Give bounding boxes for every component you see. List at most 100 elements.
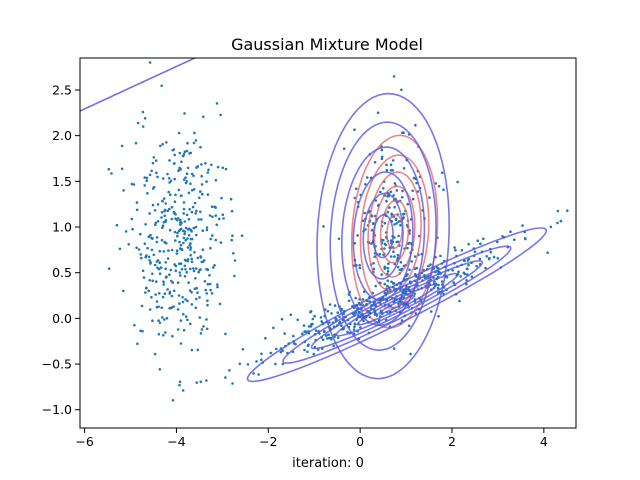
data-point bbox=[205, 267, 208, 271]
data-point bbox=[204, 162, 207, 165]
data-point bbox=[269, 351, 273, 355]
data-point bbox=[144, 291, 147, 294]
data-point bbox=[386, 279, 390, 283]
data-point bbox=[323, 330, 326, 334]
x-axis: −6 −4 −2 0 2 4 bbox=[75, 428, 548, 449]
data-point bbox=[211, 215, 214, 218]
data-point bbox=[397, 234, 400, 238]
data-point bbox=[143, 242, 147, 245]
data-point bbox=[213, 264, 216, 267]
data-point bbox=[184, 176, 187, 179]
component-contour bbox=[350, 134, 439, 329]
data-point bbox=[168, 181, 171, 184]
data-point bbox=[186, 228, 190, 231]
data-point bbox=[140, 304, 144, 308]
data-point bbox=[213, 205, 216, 209]
data-point bbox=[365, 176, 369, 179]
data-point bbox=[496, 240, 499, 244]
data-point bbox=[107, 167, 111, 171]
data-point bbox=[166, 288, 169, 291]
data-point bbox=[397, 302, 400, 306]
data-point bbox=[158, 368, 162, 371]
data-point bbox=[462, 271, 466, 275]
data-point bbox=[386, 210, 390, 214]
data-point bbox=[336, 336, 340, 340]
data-point bbox=[118, 247, 122, 251]
data-point bbox=[172, 305, 175, 308]
data-point bbox=[148, 279, 152, 282]
data-point bbox=[181, 296, 184, 299]
data-point bbox=[230, 209, 234, 213]
data-point bbox=[189, 242, 192, 245]
data-point bbox=[373, 255, 377, 258]
data-point bbox=[168, 459, 171, 462]
data-point bbox=[155, 280, 158, 283]
data-point bbox=[319, 316, 323, 319]
data-point bbox=[200, 174, 203, 178]
data-point bbox=[178, 380, 182, 384]
data-point bbox=[164, 276, 168, 279]
data-point bbox=[122, 189, 125, 192]
data-point bbox=[231, 382, 234, 385]
data-point bbox=[166, 172, 169, 176]
data-point bbox=[402, 167, 406, 170]
data-point bbox=[179, 274, 182, 277]
data-point bbox=[313, 314, 317, 318]
data-point bbox=[185, 213, 189, 217]
data-point bbox=[177, 262, 181, 266]
component-contour bbox=[80, 58, 196, 112]
data-point bbox=[184, 259, 187, 262]
data-point bbox=[408, 268, 411, 272]
data-point bbox=[186, 299, 189, 303]
data-point bbox=[370, 215, 374, 218]
data-point bbox=[241, 348, 245, 351]
data-point bbox=[153, 263, 157, 267]
data-point bbox=[143, 176, 146, 179]
data-point bbox=[162, 280, 165, 284]
data-point bbox=[139, 253, 143, 256]
data-point bbox=[361, 298, 365, 301]
data-point bbox=[385, 163, 388, 167]
data-point bbox=[160, 238, 164, 242]
data-point bbox=[130, 217, 134, 221]
data-point bbox=[179, 262, 183, 265]
data-point bbox=[158, 292, 161, 295]
data-point bbox=[183, 275, 187, 278]
data-point bbox=[160, 211, 164, 214]
data-point bbox=[387, 262, 390, 266]
x-tick-label: −4 bbox=[167, 434, 185, 449]
data-point bbox=[180, 160, 183, 164]
data-point bbox=[281, 362, 285, 366]
data-point bbox=[333, 304, 337, 307]
data-point bbox=[389, 169, 393, 172]
data-point bbox=[388, 206, 391, 209]
data-point bbox=[145, 254, 148, 257]
data-point bbox=[342, 147, 346, 150]
data-point bbox=[549, 225, 553, 229]
data-point bbox=[181, 300, 185, 304]
data-point bbox=[161, 224, 165, 227]
data-point bbox=[184, 181, 188, 185]
data-point bbox=[172, 148, 176, 151]
data-point bbox=[187, 234, 191, 237]
data-point bbox=[556, 221, 559, 225]
data-point bbox=[190, 189, 194, 192]
data-point bbox=[392, 347, 396, 350]
data-point bbox=[385, 168, 389, 172]
data-point bbox=[402, 131, 405, 135]
data-point bbox=[198, 296, 201, 299]
data-point bbox=[485, 254, 489, 258]
data-point bbox=[329, 337, 333, 341]
data-point bbox=[151, 203, 155, 207]
data-point bbox=[132, 183, 136, 186]
data-point bbox=[177, 188, 181, 192]
data-point bbox=[160, 216, 163, 219]
data-point bbox=[402, 264, 406, 268]
data-point bbox=[183, 150, 187, 153]
y-tick-label: 2.0 bbox=[52, 128, 72, 143]
data-point bbox=[358, 264, 362, 267]
data-point bbox=[172, 289, 176, 293]
data-point bbox=[193, 201, 197, 205]
data-point bbox=[153, 209, 157, 212]
data-point bbox=[260, 352, 263, 356]
